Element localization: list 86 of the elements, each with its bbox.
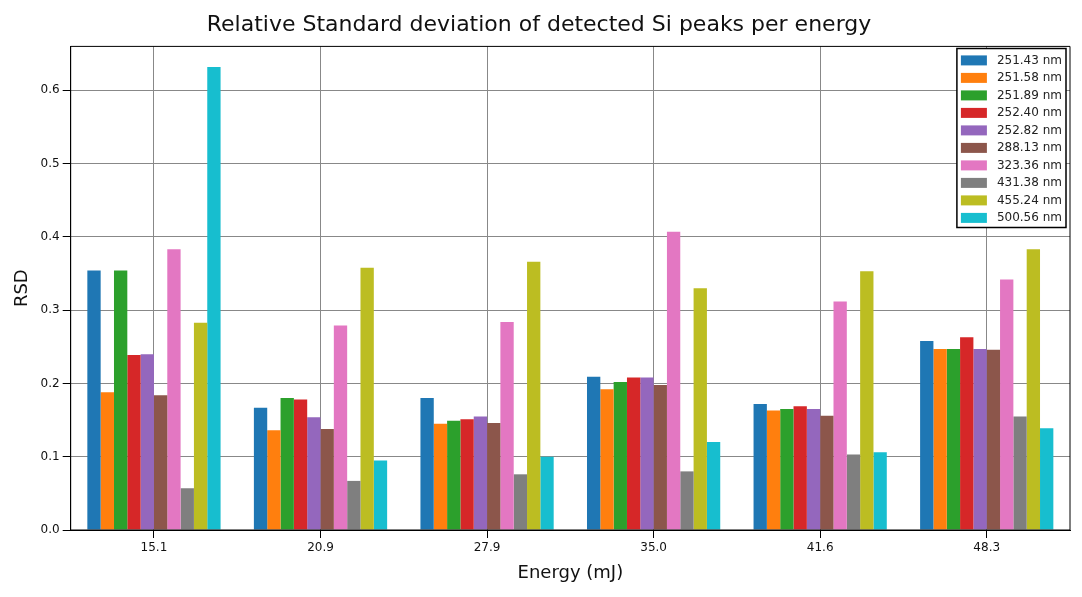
bar	[680, 471, 694, 530]
bar	[473, 416, 488, 530]
x-tick-label: 15.1	[140, 540, 168, 555]
bar	[433, 423, 448, 530]
legend-label: 252.82 nm	[996, 122, 1063, 137]
bar	[873, 452, 887, 530]
bar	[806, 409, 821, 530]
x-tick-label: 27.9	[473, 540, 501, 555]
bar	[846, 454, 861, 530]
bar	[207, 66, 221, 530]
y-tick-label: 0.2	[40, 375, 60, 390]
bar	[360, 267, 374, 530]
legend-label: 252.40 nm	[996, 105, 1063, 120]
bar	[447, 420, 461, 530]
y-tick-label: 0.3	[40, 302, 60, 317]
bar	[1000, 279, 1014, 530]
x-tick-label: 35.0	[640, 540, 667, 555]
bar	[706, 442, 721, 530]
bar	[753, 403, 767, 530]
bar	[1040, 428, 1054, 530]
legend-label: 500.56 nm	[996, 210, 1063, 225]
y-tick-label: 0.5	[40, 155, 60, 170]
bar	[153, 395, 168, 530]
bar	[293, 399, 308, 530]
bar	[307, 417, 321, 530]
y-axis-title: RSD	[10, 269, 32, 308]
x-tick-label: 20.9	[307, 540, 334, 555]
legend-label: 323.36 nm	[996, 157, 1063, 172]
bar	[587, 376, 601, 530]
bar	[527, 261, 541, 530]
bar	[127, 354, 141, 530]
bar	[820, 415, 834, 530]
bar	[333, 325, 348, 530]
bar	[666, 231, 681, 530]
bar	[920, 340, 934, 530]
bar	[193, 322, 208, 530]
bar	[460, 419, 474, 530]
bar	[640, 377, 654, 530]
bar	[780, 409, 794, 530]
legend-label: 251.43 nm	[996, 52, 1063, 67]
bar	[1013, 416, 1027, 530]
x-tick-label: 48.3	[973, 540, 1001, 555]
bar	[653, 384, 667, 530]
bar	[626, 377, 641, 530]
bar	[766, 410, 781, 530]
bar	[140, 354, 154, 530]
bar	[973, 349, 987, 530]
bar	[613, 381, 627, 530]
bar	[933, 349, 947, 530]
x-tick-label: 41.6	[806, 540, 834, 555]
bar	[280, 398, 294, 530]
bar	[500, 321, 514, 530]
legend-label: 251.89 nm	[996, 87, 1063, 102]
bar	[513, 474, 528, 530]
bar	[420, 398, 434, 530]
bar	[320, 428, 334, 530]
bar	[693, 288, 707, 530]
y-tick-label: 0.4	[40, 229, 60, 244]
bar	[1026, 249, 1041, 530]
legend-label: 288.13 nm	[996, 140, 1063, 155]
bar	[267, 430, 281, 530]
bar	[600, 389, 614, 530]
bar	[487, 423, 501, 530]
bar	[253, 407, 268, 530]
bar	[960, 337, 974, 530]
bar	[540, 456, 554, 530]
bar	[113, 270, 128, 530]
legend-label: 251.58 nm	[996, 70, 1063, 85]
bar	[87, 270, 101, 530]
bar	[793, 406, 807, 530]
y-tick-label: 0.0	[40, 522, 60, 537]
x-axis-title: Energy (mJ)	[517, 560, 624, 582]
y-tick-label: 0.6	[40, 82, 60, 97]
legend-label: 431.38 nm	[996, 175, 1063, 190]
bar	[373, 460, 388, 530]
bar	[347, 480, 361, 530]
bar	[946, 349, 961, 530]
bar	[986, 349, 1001, 530]
bar	[860, 271, 874, 530]
bar	[167, 249, 181, 530]
bar	[833, 301, 847, 530]
legend-label: 455.24 nm	[996, 192, 1063, 207]
bar	[180, 488, 194, 530]
bar	[100, 392, 114, 530]
chart-title: Relative Standard deviation of detected Si peaks per energy	[206, 10, 872, 36]
y-tick-label: 0.1	[40, 448, 60, 463]
